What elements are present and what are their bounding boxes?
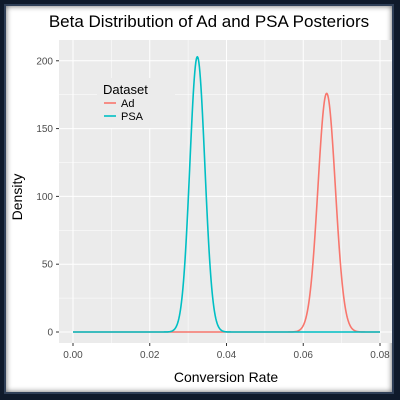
chart-title: Beta Distribution of Ad and PSA Posterio… xyxy=(49,12,369,31)
grid-minor xyxy=(59,40,392,343)
legend-title: Dataset xyxy=(103,82,148,97)
x-axis-title: Conversion Rate xyxy=(174,369,278,385)
y-tick-label: 100 xyxy=(36,192,53,203)
y-tick-label: 50 xyxy=(42,260,54,271)
x-tick-label: 0.04 xyxy=(217,350,237,361)
series-line-psa xyxy=(72,55,381,333)
x-tick-label: 0.08 xyxy=(370,350,390,361)
x-tick-label: 0.06 xyxy=(294,350,314,361)
x-axis-ticks: 0.00 0.02 0.04 0.06 0.08 xyxy=(63,343,390,361)
legend-label-ad: Ad xyxy=(121,98,134,110)
y-axis-title: Density xyxy=(9,174,25,221)
y-tick-label: 200 xyxy=(36,56,53,67)
x-tick-label: 0.02 xyxy=(140,350,160,361)
y-tick-label: 0 xyxy=(47,328,53,339)
legend-label-psa: PSA xyxy=(121,111,144,123)
x-tick-label: 0.00 xyxy=(63,350,83,361)
y-tick-label: 150 xyxy=(36,124,53,135)
y-axis-ticks: 0 50 100 150 200 xyxy=(36,56,59,339)
series-lines xyxy=(72,55,381,333)
